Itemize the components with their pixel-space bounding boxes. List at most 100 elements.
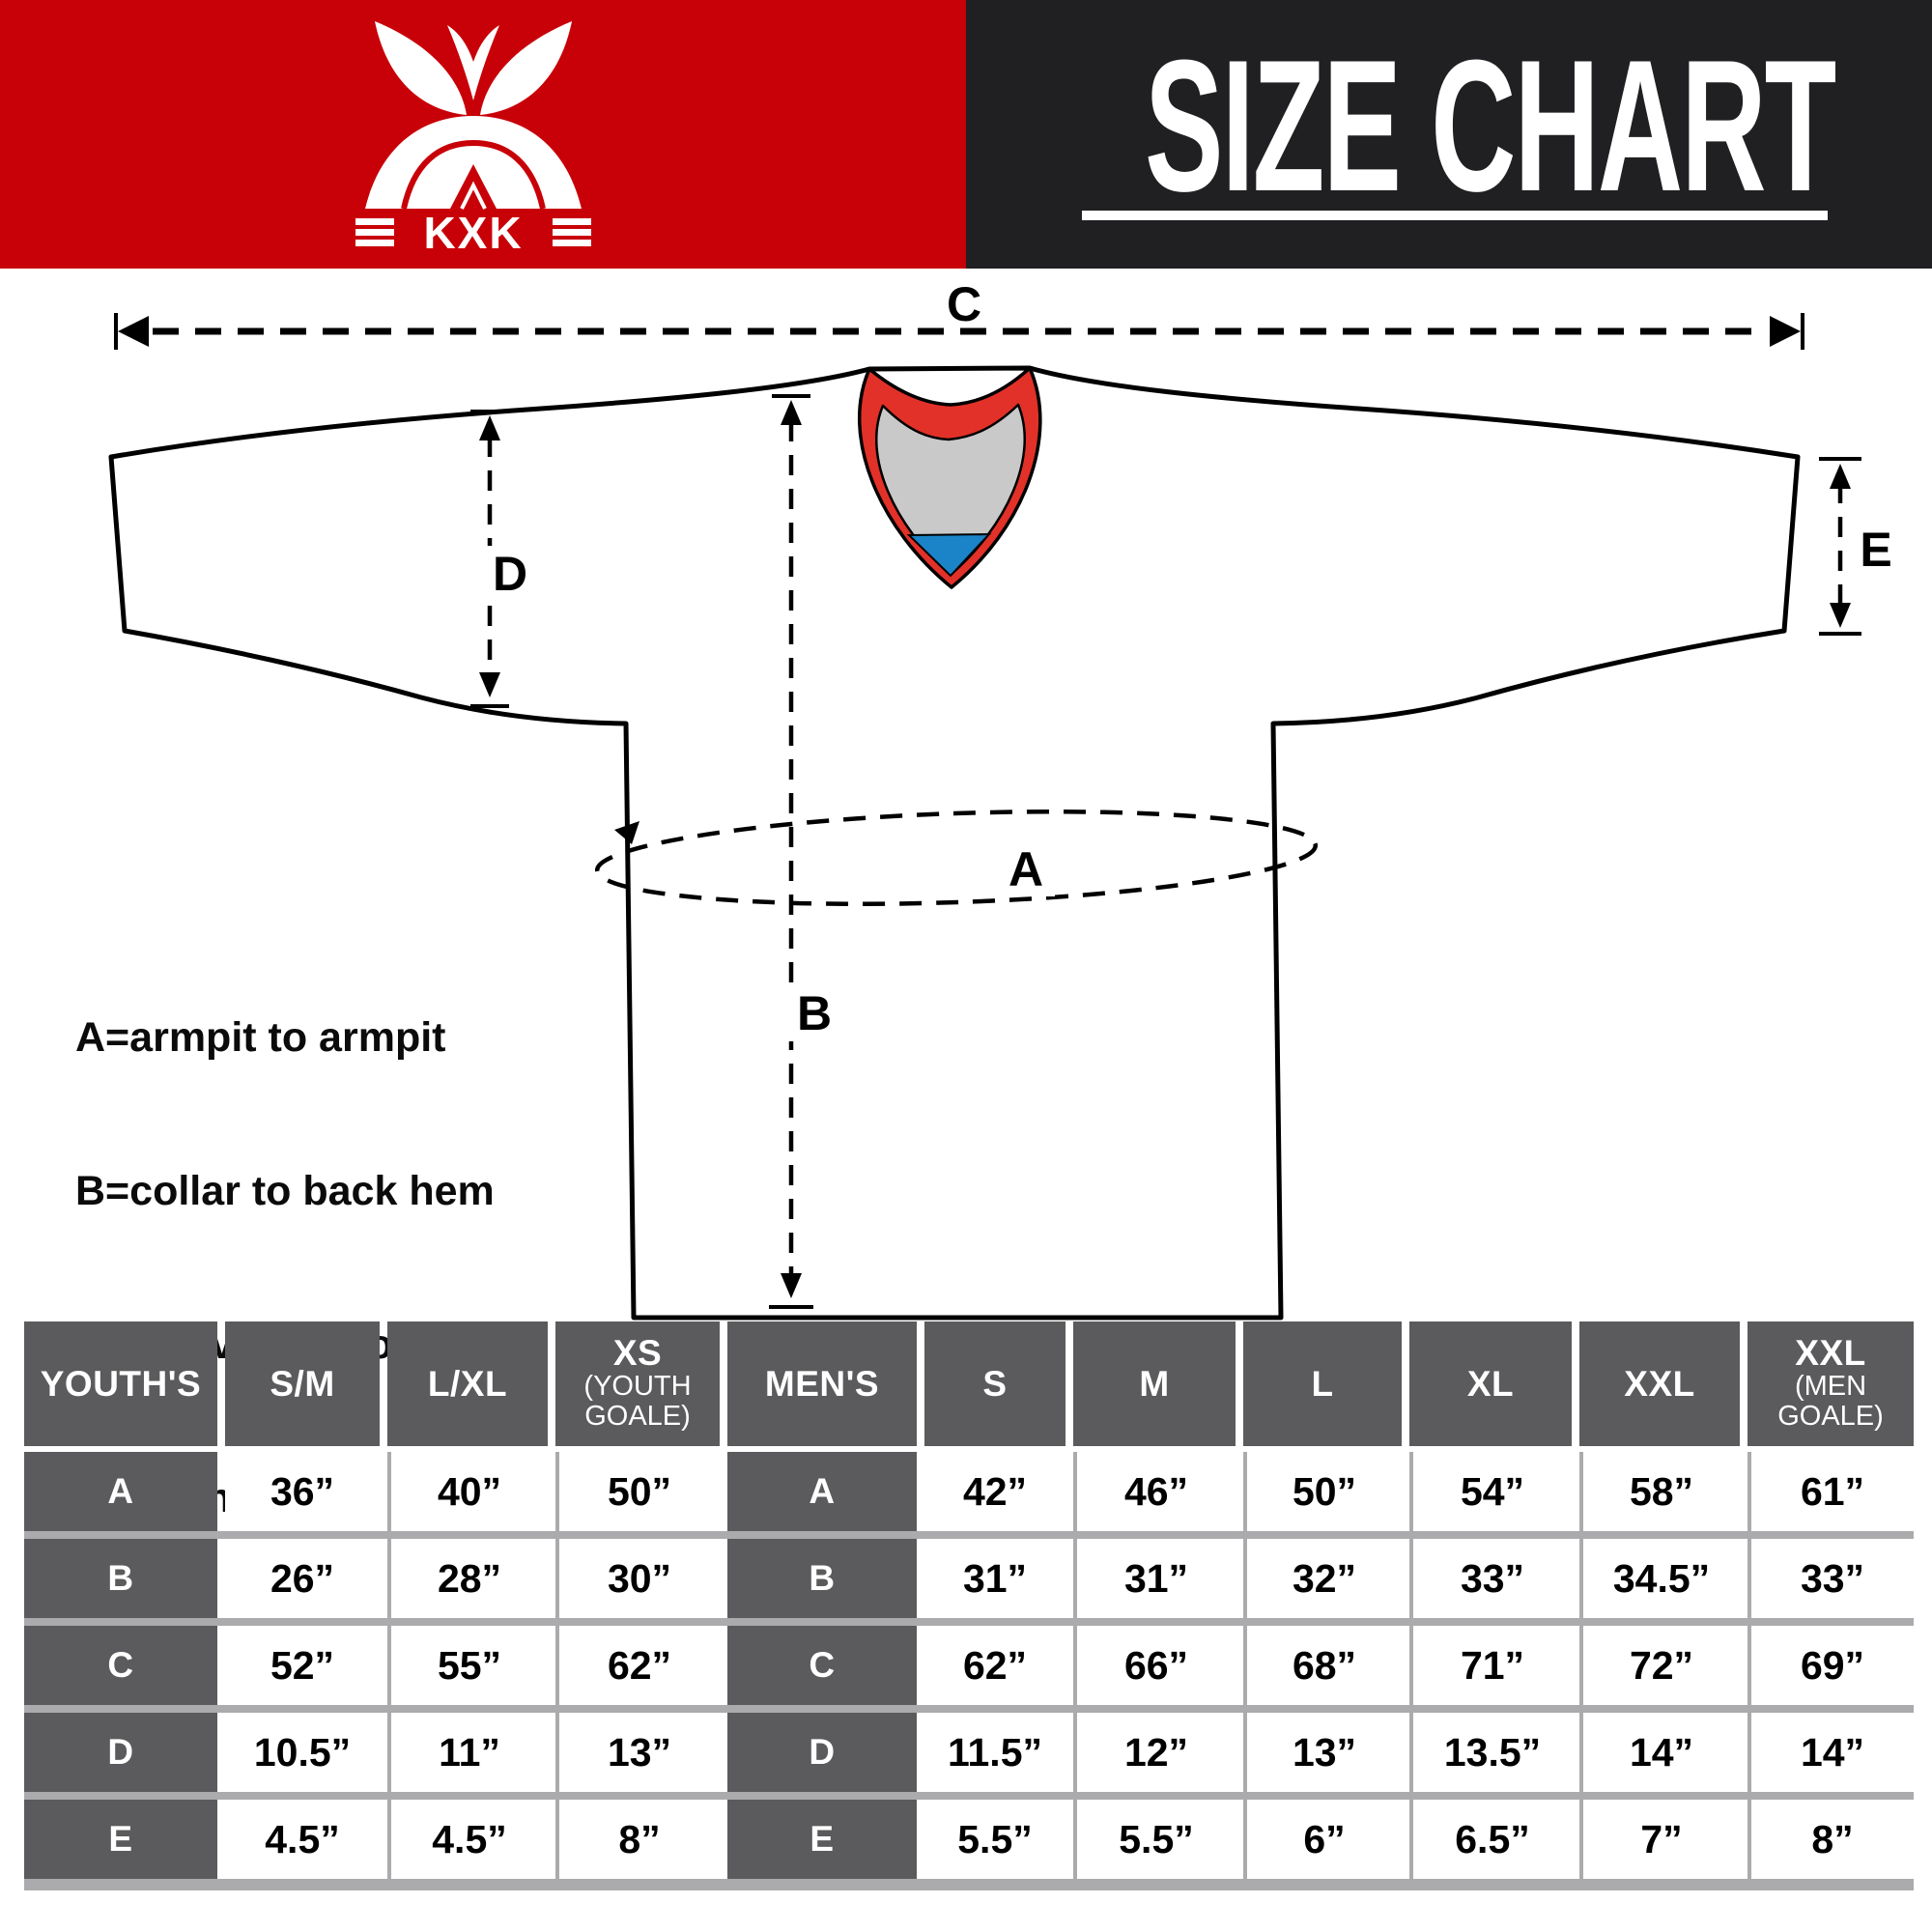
value-cell: 55” bbox=[387, 1626, 548, 1705]
table-bottom-bar bbox=[24, 1879, 1914, 1890]
legend-line-b: B=collar to back hem bbox=[75, 1168, 495, 1214]
value-cell: 8” bbox=[555, 1800, 720, 1879]
measure-a-arrowhead bbox=[614, 821, 639, 844]
table-row-d: D 10.5” 11” 13” D 11.5” 12” 13” 13.5” 14… bbox=[24, 1713, 1914, 1792]
logo-bottom-arch bbox=[365, 116, 582, 209]
logo-top-inner-v bbox=[447, 25, 499, 100]
logo-top-left-horn bbox=[375, 21, 467, 115]
table-row-b: B 26” 28” 30” B 31” 31” 32” 33” 34.5” 33… bbox=[24, 1539, 1914, 1618]
value-cell: 50” bbox=[555, 1452, 720, 1531]
header-m: M bbox=[1073, 1321, 1236, 1446]
value-cell: 5.5” bbox=[924, 1800, 1065, 1879]
header-xl: XL bbox=[1409, 1321, 1572, 1446]
header-lxl: L/XL bbox=[387, 1321, 548, 1446]
value-cell: 13.5” bbox=[1409, 1713, 1572, 1792]
title-header-dark-panel: SIZE CHART bbox=[966, 0, 1932, 269]
value-cell: 8” bbox=[1747, 1800, 1914, 1879]
row-label: C bbox=[727, 1626, 917, 1705]
logo-arch-seams bbox=[401, 140, 546, 210]
value-cell: 52” bbox=[225, 1626, 380, 1705]
row-label: B bbox=[727, 1539, 917, 1618]
value-cell: 6.5” bbox=[1409, 1800, 1572, 1879]
measure-b-label-bg bbox=[784, 983, 842, 1041]
value-cell: 42” bbox=[924, 1452, 1065, 1531]
table-row-c: C 52” 55” 62” C 62” 66” 68” 71” 72” 69” bbox=[24, 1626, 1914, 1705]
value-cell: 4.5” bbox=[387, 1800, 548, 1879]
value-cell: 71” bbox=[1409, 1626, 1572, 1705]
value-cell: 54” bbox=[1409, 1452, 1572, 1531]
brand-header-red-panel: KXK bbox=[0, 0, 966, 269]
value-cell: 66” bbox=[1073, 1626, 1236, 1705]
value-cell: 12” bbox=[1073, 1713, 1236, 1792]
row-label: B bbox=[24, 1539, 217, 1618]
header-mens: MEN'S bbox=[727, 1321, 917, 1446]
jersey-measurement-diagram: C D E A B bbox=[108, 277, 1892, 1321]
jersey-outline bbox=[108, 365, 1801, 1321]
value-cell: 68” bbox=[1243, 1626, 1402, 1705]
value-cell: 62” bbox=[555, 1626, 720, 1705]
logo-left-bars bbox=[355, 218, 394, 246]
value-cell: 14” bbox=[1579, 1713, 1740, 1792]
table-row-e: E 4.5” 4.5” 8” E 5.5” 5.5” 6” 6.5” 7” 8” bbox=[24, 1800, 1914, 1879]
value-cell: 7” bbox=[1579, 1800, 1740, 1879]
title-underline bbox=[1082, 211, 1828, 220]
measure-a-label-bg bbox=[995, 840, 1055, 896]
row-label: C bbox=[24, 1626, 217, 1705]
header-body-gap bbox=[24, 1446, 1914, 1452]
row-label: E bbox=[24, 1800, 217, 1879]
measure-a-label: A bbox=[1009, 842, 1043, 896]
value-cell: 31” bbox=[1073, 1539, 1236, 1618]
value-cell: 33” bbox=[1747, 1539, 1914, 1618]
table-row-a: A 36” 40” 50” A 42” 46” 50” 54” 58” 61” bbox=[24, 1452, 1914, 1531]
value-cell: 50” bbox=[1243, 1452, 1402, 1531]
measure-a-ellipse bbox=[594, 809, 1319, 907]
value-cell: 11.5” bbox=[924, 1713, 1065, 1792]
kxk-logo: KXK bbox=[355, 21, 591, 251]
value-cell: 30” bbox=[555, 1539, 720, 1618]
measure-c-label: C bbox=[947, 277, 981, 331]
header-xxl-men-goalie: XXL (MEN GOALE) bbox=[1747, 1321, 1914, 1446]
value-cell: 58” bbox=[1579, 1452, 1740, 1531]
row-label: E bbox=[727, 1800, 917, 1879]
table-header-row: YOUTH'S S/M L/XL XS (YOUTH GOALE) MEN'S … bbox=[24, 1321, 1914, 1446]
logo-brand-text: KXK bbox=[423, 208, 523, 251]
measure-e-label: E bbox=[1860, 523, 1891, 577]
measure-c bbox=[114, 313, 1804, 350]
value-cell: 13” bbox=[555, 1713, 720, 1792]
header-youths: YOUTH'S bbox=[24, 1321, 217, 1446]
logo-notch-line bbox=[460, 181, 487, 210]
logo-top-right-horn bbox=[480, 21, 572, 115]
size-table: YOUTH'S S/M L/XL XS (YOUTH GOALE) MEN'S … bbox=[24, 1321, 1914, 1890]
value-cell: 69” bbox=[1747, 1626, 1914, 1705]
header-sm: S/M bbox=[225, 1321, 380, 1446]
row-label: A bbox=[24, 1452, 217, 1531]
value-cell: 28” bbox=[387, 1539, 548, 1618]
measure-d-label-bg bbox=[483, 546, 535, 600]
header-s: S bbox=[924, 1321, 1065, 1446]
value-cell: 62” bbox=[924, 1626, 1065, 1705]
value-cell: 31” bbox=[924, 1539, 1065, 1618]
collar-inner-gray bbox=[875, 403, 1026, 577]
row-separator bbox=[24, 1618, 1914, 1626]
measure-e bbox=[1819, 457, 1861, 636]
measure-b-label: B bbox=[797, 986, 832, 1040]
header-xxl: XXL bbox=[1579, 1321, 1740, 1446]
value-cell: 40” bbox=[387, 1452, 548, 1531]
page-title: SIZE CHART bbox=[1145, 21, 1836, 231]
value-cell: 34.5” bbox=[1579, 1539, 1740, 1618]
header-xs-youth-goalie: XS (YOUTH GOALE) bbox=[555, 1321, 720, 1446]
value-cell: 11” bbox=[387, 1713, 548, 1792]
value-cell: 26” bbox=[225, 1539, 380, 1618]
row-label: D bbox=[727, 1713, 917, 1792]
value-cell: 6” bbox=[1243, 1800, 1402, 1879]
value-cell: 4.5” bbox=[225, 1800, 380, 1879]
row-label: D bbox=[24, 1713, 217, 1792]
value-cell: 46” bbox=[1073, 1452, 1236, 1531]
row-separator bbox=[24, 1792, 1914, 1800]
value-cell: 36” bbox=[225, 1452, 380, 1531]
measure-d-label: D bbox=[493, 547, 527, 601]
value-cell: 32” bbox=[1243, 1539, 1402, 1618]
value-cell: 61” bbox=[1747, 1452, 1914, 1531]
value-cell: 10.5” bbox=[225, 1713, 380, 1792]
